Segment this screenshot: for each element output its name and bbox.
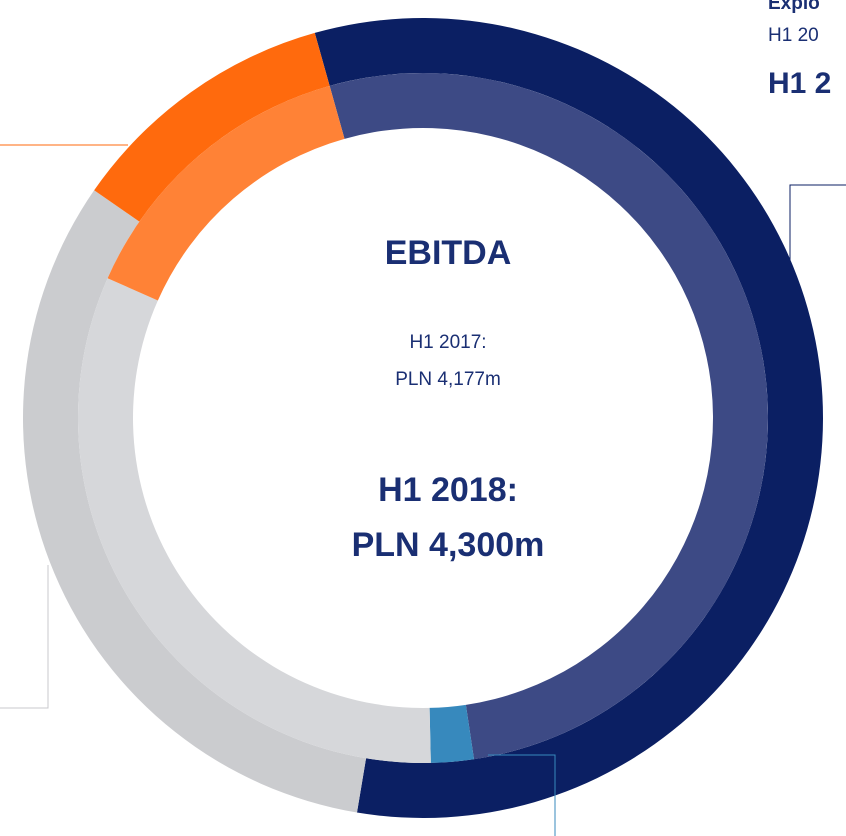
donut-segment <box>94 32 330 222</box>
leader-line <box>488 754 556 836</box>
side-label: H1 20 <box>768 25 819 46</box>
annotation: H1 2018: <box>378 471 518 509</box>
side-label: H1 2 <box>768 67 831 100</box>
annotation: PLN 4,177m <box>395 369 501 390</box>
donut-segment <box>429 704 474 763</box>
leader-line <box>789 184 846 300</box>
donut-segment <box>329 73 768 760</box>
side-label: Explo <box>768 0 820 14</box>
chart-title: EBITDA <box>385 234 512 272</box>
leader-line <box>0 565 49 709</box>
donut-segment <box>107 85 345 301</box>
annotation: PLN 4,300m <box>352 526 545 564</box>
annotation: H1 2017: <box>409 332 486 353</box>
donut-segment <box>22 190 367 813</box>
donut <box>22 17 824 819</box>
donut-segment <box>78 278 431 763</box>
